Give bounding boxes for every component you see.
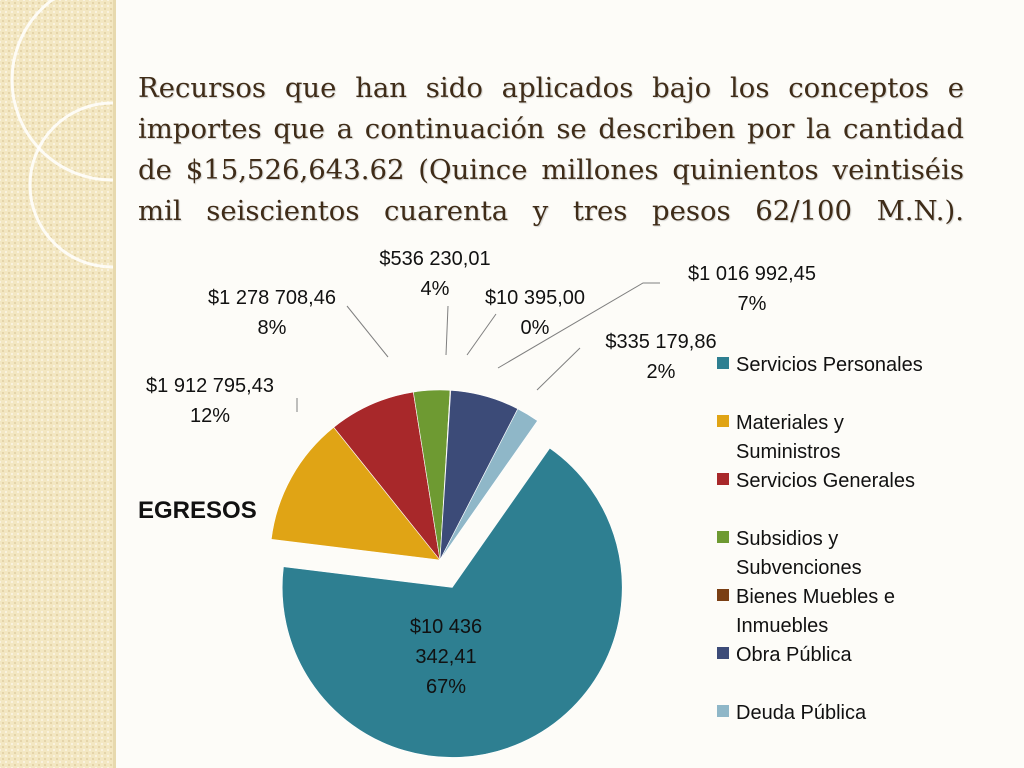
legend-swatch-7 (717, 705, 729, 717)
data-label-line: $536 230,01 (379, 248, 490, 270)
data-label-line: 2% (647, 361, 676, 383)
data-label-line: 8% (258, 317, 287, 339)
legend-label-1: Servicios Personales (736, 354, 923, 376)
legend-label-line: Materiales y (736, 412, 844, 434)
data-label-line: $335 179,86 (605, 331, 716, 353)
data-label-4: $536 230,01 4% (379, 248, 490, 300)
legend-swatch-6 (717, 647, 729, 659)
legend-label-line: Subsidios y (736, 528, 838, 550)
legend-label-3: Servicios Generales (736, 470, 915, 492)
data-label-line: $1 278 708,46 (208, 287, 336, 309)
leader-line-3 (346, 305, 389, 358)
data-label-3: $1 278 708,46 8% (208, 287, 336, 339)
data-label-6: $1 016 992,45 7% (688, 263, 816, 315)
leader-lines (296, 282, 660, 412)
data-label-line: 67% (426, 676, 466, 698)
pie-slice-3 (333, 391, 441, 562)
data-label-line: $10 436 (410, 616, 482, 638)
data-label-line: 7% (738, 293, 767, 315)
chart-legend: Servicios Personales Materiales y Suminist… (717, 354, 923, 724)
legend-label-line: Subvenciones (736, 557, 862, 579)
legend-label-line: Servicios Personales (736, 354, 923, 376)
leader-line-6 (497, 282, 660, 369)
legend-label-2: Materiales y Suministros (736, 412, 844, 463)
data-label-5: $10 395,00 0% (485, 287, 585, 339)
legend-label-line: Obra Pública (736, 644, 852, 666)
pie-slice-1 (281, 447, 623, 758)
data-label-line: $10 395,00 (485, 287, 585, 309)
data-label-2: $1 912 795,43 12% (146, 375, 274, 427)
legend-swatch-4 (717, 531, 729, 543)
legend-swatch-1 (717, 357, 729, 369)
leader-line-5 (466, 313, 497, 356)
legend-label-line: Servicios Generales (736, 470, 915, 492)
decorative-side-band (0, 0, 113, 768)
legend-label-line: Suministros (736, 441, 840, 463)
legend-swatch-3 (717, 473, 729, 485)
data-label-7: $335 179,86 2% (605, 331, 716, 383)
data-label-line: $1 912 795,43 (146, 375, 274, 397)
data-label-line: 4% (421, 278, 450, 300)
pie-slice-2 (270, 426, 441, 561)
data-label-line: 342,41 (415, 646, 476, 668)
leader-line-4 (445, 305, 449, 356)
pie-slice-7 (439, 408, 538, 561)
legend-label-4: Subsidios y Subvenciones (736, 528, 862, 579)
legend-label-7: Deuda Pública (736, 702, 867, 724)
pie-slices (270, 389, 623, 758)
legend-swatch-5 (717, 589, 729, 601)
data-label-1: $10 436 342,41 67% (410, 616, 482, 698)
data-labels: $10 436 342,41 67% $1 912 795,43 12% $1 278 7… (146, 248, 816, 698)
legend-swatch-2 (717, 415, 729, 427)
slide-title: Recursos que han sido aplicados bajo los… (138, 72, 964, 227)
data-label-line: $1 016 992,45 (688, 263, 816, 285)
legend-label-5: Bienes Muebles e Inmuebles (736, 586, 895, 637)
data-label-line: 0% (521, 317, 550, 339)
legend-label-line: Bienes Muebles e (736, 586, 895, 608)
data-label-line: 12% (190, 405, 230, 427)
decorative-circles (10, 0, 113, 269)
chart-label: EGRESOS (138, 497, 257, 524)
legend-label-6: Obra Pública (736, 644, 852, 666)
side-band-edge (113, 0, 116, 768)
leader-line-7 (536, 347, 581, 391)
legend-label-line: Deuda Pública (736, 702, 867, 724)
legend-label-line: Inmuebles (736, 615, 828, 637)
